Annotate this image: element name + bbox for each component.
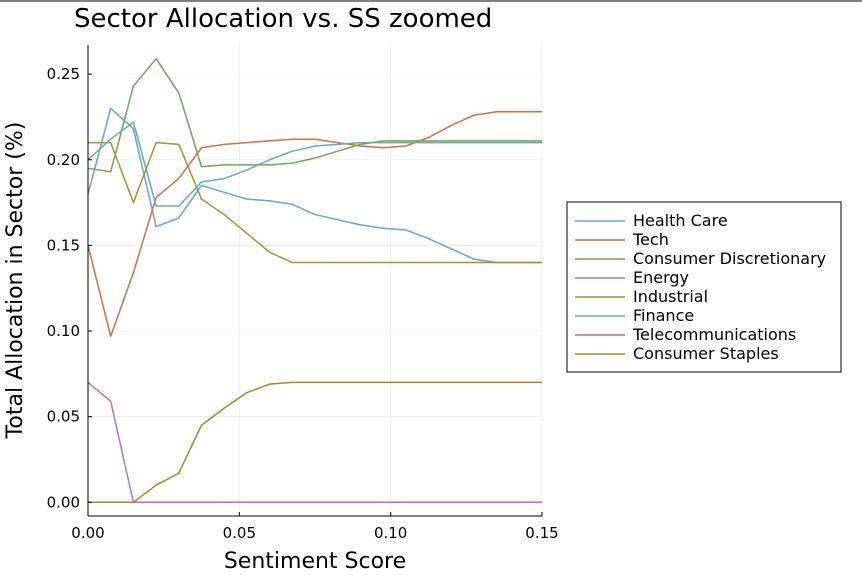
- x-axis-label: Sentiment Score: [224, 549, 406, 574]
- legend-label: Tech: [632, 230, 669, 249]
- legend-label: Consumer Staples: [633, 344, 779, 363]
- legend-label: Finance: [633, 306, 694, 325]
- x-tick-label: 0.10: [374, 524, 407, 542]
- series-line-finance: [87, 121, 542, 207]
- axes: 0.00 0.05 0.10 0.15 0.00 0.05 0.10 0.15 0.20 0.25: [47, 45, 559, 542]
- series-line-consumer-discretionary: [87, 57, 542, 173]
- plot-area: [87, 57, 542, 504]
- y-tick-label: 0.15: [47, 236, 80, 254]
- series-line-industrial: [88, 141, 542, 264]
- legend-label: Health Care: [633, 211, 728, 230]
- y-tick-label: 0.10: [47, 322, 80, 340]
- y-axis-label: Total Allocation in Sector (%): [3, 122, 28, 440]
- x-tick-label: 0.00: [71, 524, 104, 542]
- chart-title: Sector Allocation vs. SS zoomed: [74, 4, 492, 34]
- y-tick-label: 0.05: [47, 408, 80, 426]
- y-tick-label: 0.25: [47, 65, 80, 83]
- legend-label: Consumer Discretionary: [633, 249, 826, 268]
- legend-box: [566, 201, 842, 373]
- series-line-energy: [87, 381, 542, 504]
- legend-label: Telecommunications: [632, 325, 796, 344]
- legend-label: Energy: [633, 268, 689, 287]
- series-line-tech: [87, 111, 542, 337]
- x-tick-label: 0.15: [525, 524, 558, 542]
- y-tick-label: 0.20: [47, 151, 80, 169]
- series-line-health-care: [87, 107, 542, 264]
- y-tick-label: 0.00: [47, 493, 80, 511]
- legend-label: Industrial: [633, 287, 708, 306]
- x-tick-label: 0.05: [223, 524, 256, 542]
- series-line-consumer-staples: [88, 381, 542, 504]
